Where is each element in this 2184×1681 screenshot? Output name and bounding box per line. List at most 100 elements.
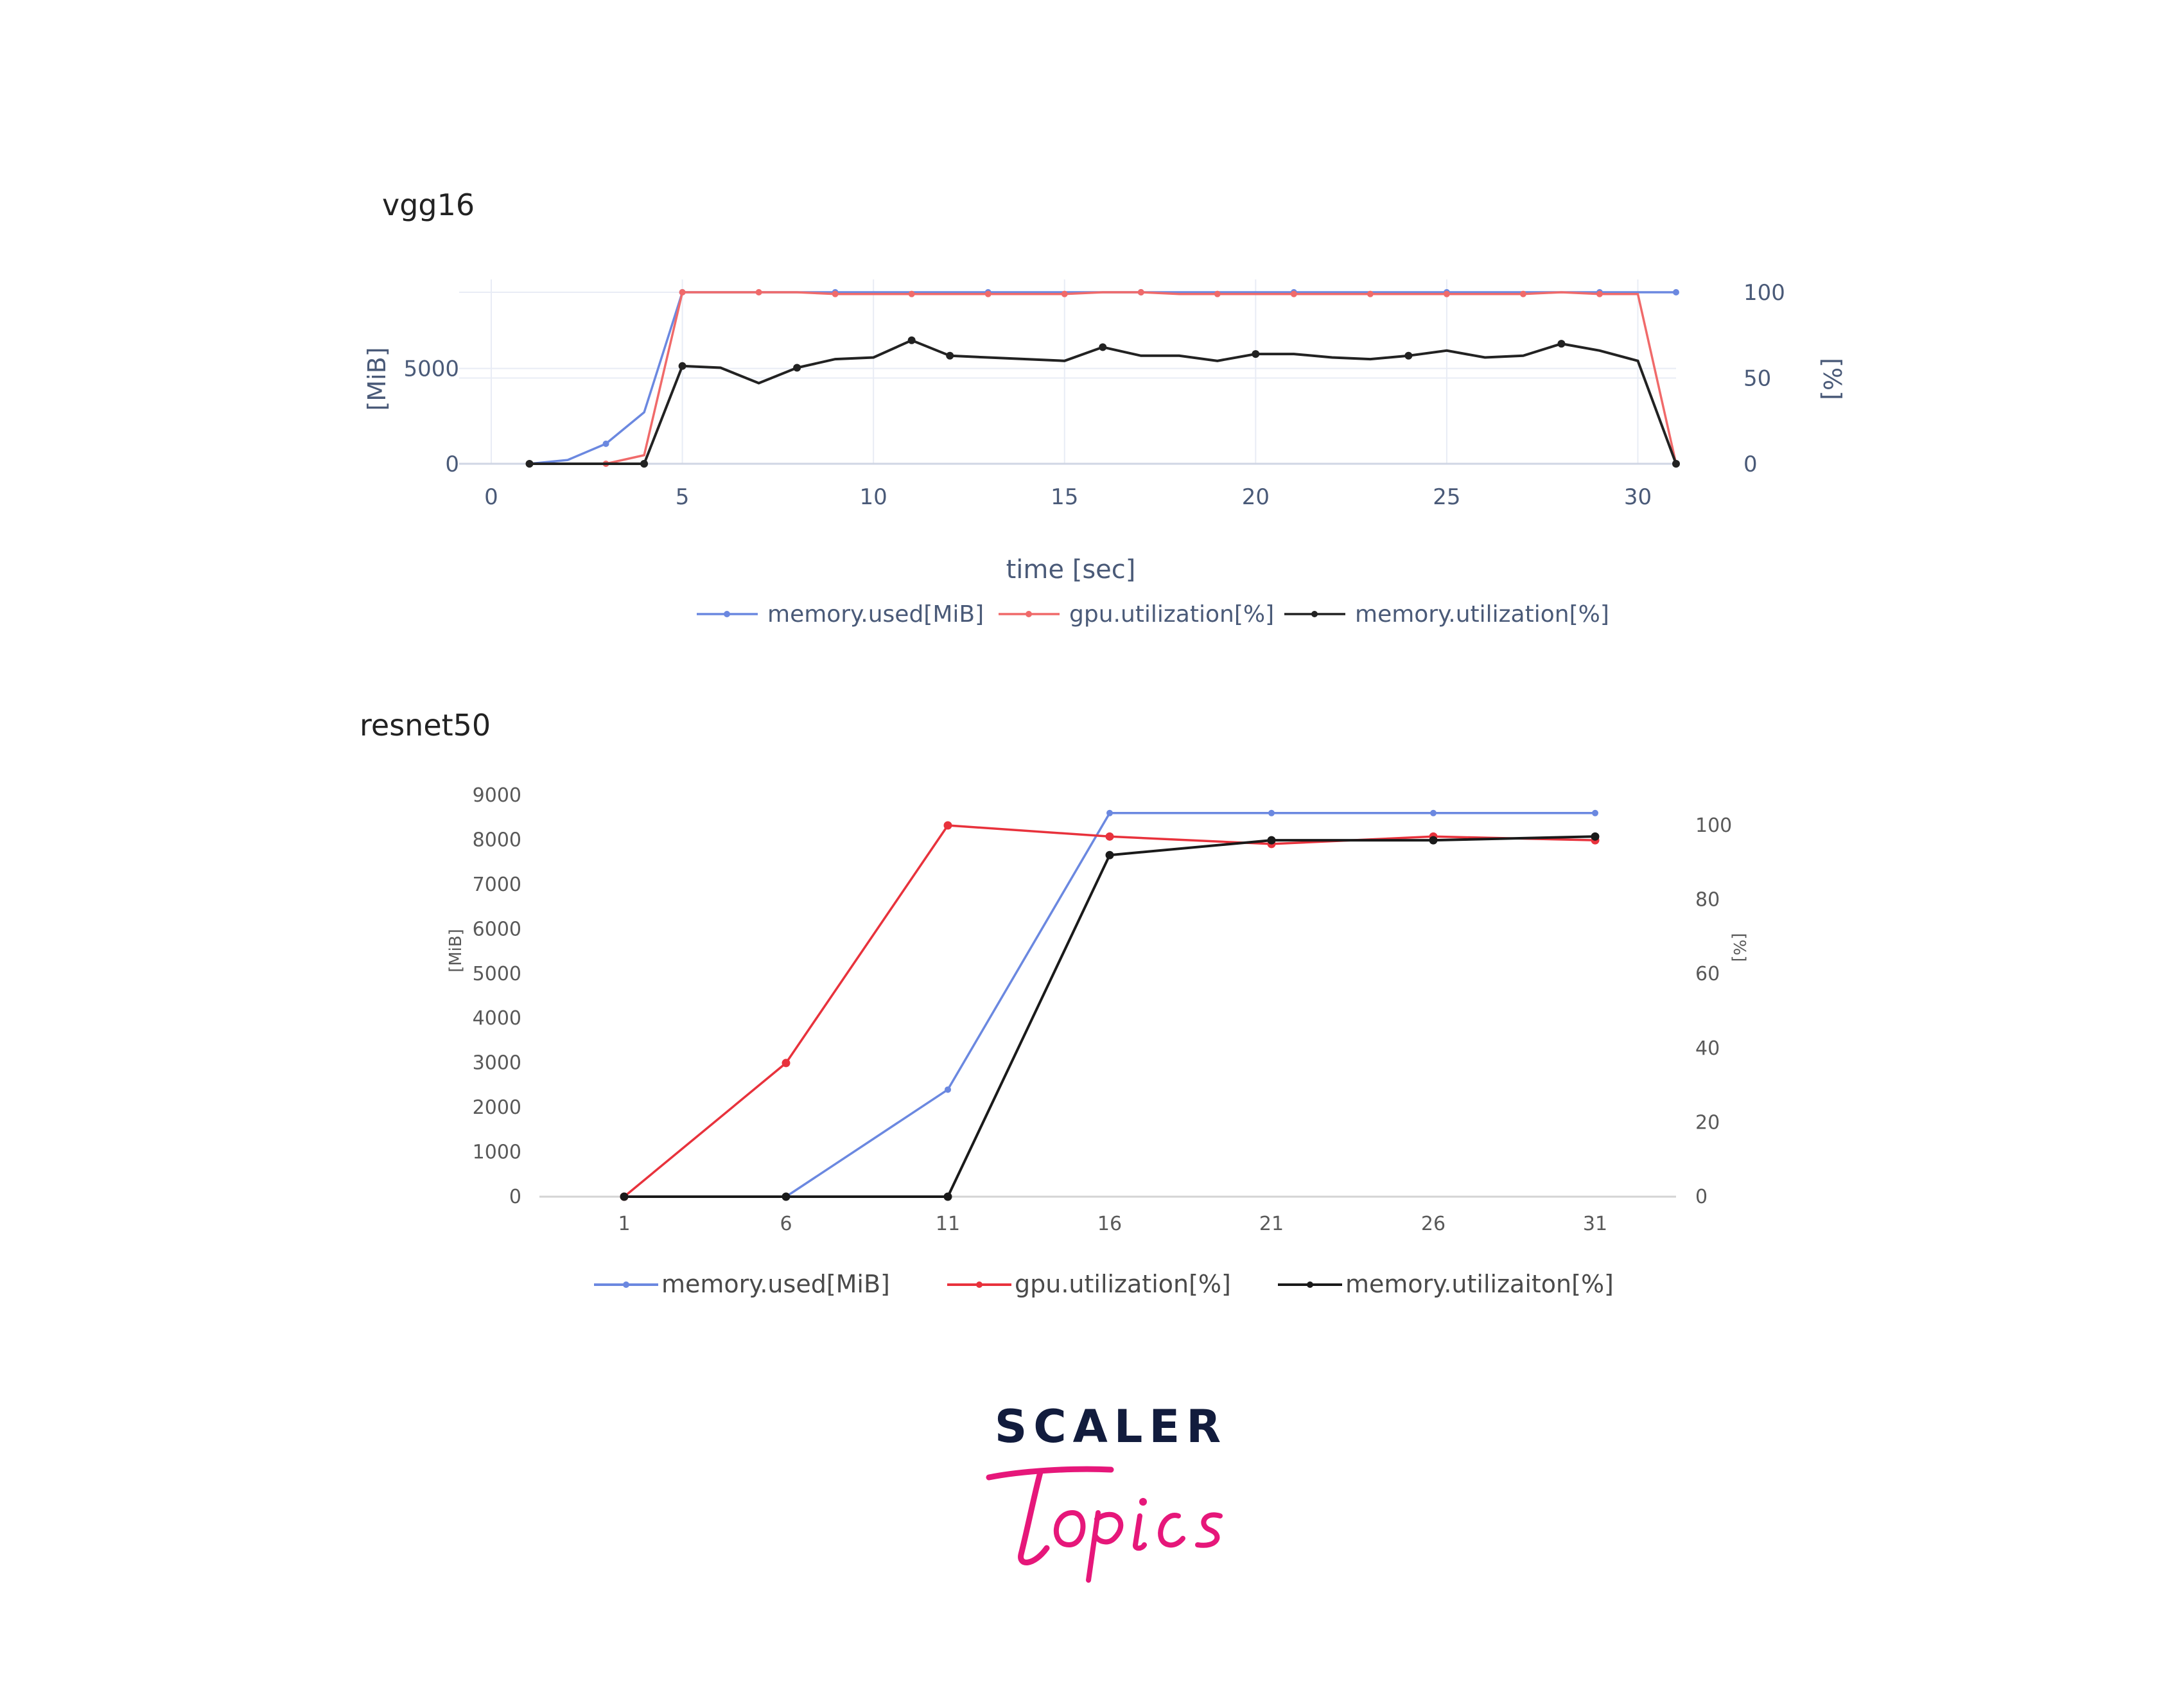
chart2-y-axis-label: [MiB] (446, 929, 466, 973)
chart2-y-tick-label: 6000 (473, 918, 521, 940)
chart1-y2-tick-label: 100 (1743, 280, 1785, 306)
chart2-data-point (945, 1086, 951, 1093)
chart2-series-line (624, 812, 1595, 1198)
chart2-data-point (620, 1192, 629, 1201)
chart2-legend-marker (1307, 1281, 1313, 1288)
chart2-y2-tick-label: 60 (1695, 963, 1720, 985)
chart1-x-tick-label: 15 (1051, 484, 1078, 510)
chart1-x-tick-label: 10 (860, 484, 887, 510)
chart1-data-point (1557, 340, 1566, 348)
chart1-data-point (907, 336, 916, 344)
chart1-data-point (1137, 289, 1144, 295)
chart2-y-tick-label: 3000 (473, 1052, 521, 1075)
logo-topics-script (986, 1466, 1223, 1583)
chart2-legend-label: memory.utilizaiton[%] (1345, 1270, 1614, 1298)
chart2-y2-tick-label: 100 (1695, 814, 1732, 837)
chart1-x-axis-label: time [sec] (1006, 555, 1136, 585)
chart2-y-tick-label: 8000 (473, 829, 521, 851)
chart1-data-point (1252, 350, 1260, 358)
chart1-data-point (679, 289, 686, 295)
chart1-legend-label: gpu.utilization[%] (1069, 601, 1274, 628)
chart1-y2-tick-label: 50 (1743, 366, 1771, 392)
chart1-title: vgg16 (382, 188, 475, 222)
chart1-legend-marker (1026, 611, 1032, 617)
chart1-data-point (984, 290, 992, 297)
chart1-y-tick-label: 5000 (403, 356, 459, 382)
chart2-data-point (943, 1192, 952, 1201)
chart1-data-point (793, 364, 801, 372)
chart1-x-tick-label: 5 (676, 484, 690, 510)
chart2-y2-tick-label: 0 (1695, 1186, 1708, 1208)
chart2-y-tick-label: 2000 (473, 1096, 521, 1119)
chart2-y-tick-label: 9000 (473, 784, 521, 807)
chart2-data-point (1592, 809, 1598, 816)
chart1-x-tick-label: 0 (484, 484, 498, 510)
chart2-legend-marker (623, 1281, 629, 1288)
chart1-data-point (1673, 289, 1679, 295)
chart1-data-point (1519, 290, 1526, 297)
chart1-data-point (640, 460, 649, 468)
chart2-series-line (624, 835, 1596, 1198)
chart1-data-point (832, 290, 839, 297)
chart2-data-point (1268, 809, 1275, 816)
chart1-data-point (1596, 290, 1603, 297)
chart2-data-point (943, 821, 952, 830)
chart2-data-point (782, 1192, 791, 1201)
chart1-data-point (1367, 290, 1374, 297)
chart2-x-tick-label: 31 (1583, 1213, 1607, 1235)
chart2-title: resnet50 (360, 708, 491, 743)
chart1-legend-label: memory.utilization[%] (1355, 601, 1609, 628)
chart1-data-point (755, 289, 762, 295)
chart1-data-point (1214, 290, 1221, 297)
chart2-y2-tick-label: 40 (1695, 1037, 1720, 1060)
chart1-series-line (529, 291, 1677, 465)
chart2-y-tick-label: 7000 (473, 874, 521, 896)
chart2-data-point (782, 1059, 791, 1068)
chart1-y2-tick-label: 0 (1743, 452, 1758, 477)
chart2-y-tick-label: 0 (509, 1186, 521, 1208)
chart2-series-line (623, 824, 1596, 1198)
chart1-y-axis-label: [MiB] (363, 347, 391, 410)
chart2-legend-label: gpu.utilization[%] (1015, 1270, 1231, 1298)
chart1-series-line (529, 339, 1677, 465)
chart2-y-tick-label: 1000 (473, 1141, 521, 1164)
chart2-data-point (1105, 850, 1114, 859)
chart1-data-point (1099, 343, 1107, 351)
chart2-x-tick-label: 16 (1097, 1213, 1122, 1235)
chart1-data-point (1290, 290, 1297, 297)
chart2-x-tick-label: 1 (618, 1213, 630, 1235)
chart2-y2-tick-label: 20 (1695, 1111, 1720, 1134)
chart2-legend-label: memory.used[MiB] (661, 1270, 890, 1298)
chart2-x-tick-label: 26 (1421, 1213, 1446, 1235)
chart1-data-point (1061, 290, 1068, 297)
logo-scaler-text: SCALER (994, 1400, 1228, 1453)
chart1-x-tick-label: 20 (1242, 484, 1270, 510)
chart1-data-point (946, 351, 954, 360)
chart1-legend-marker (724, 611, 730, 617)
chart1-data-point (908, 290, 915, 297)
chart1-data-point (1672, 460, 1680, 468)
chart1-y2-axis-label: [%] (1818, 358, 1846, 400)
chart2-data-point (1430, 809, 1437, 816)
chart1-data-point (1443, 290, 1450, 297)
chart2-x-tick-label: 21 (1259, 1213, 1284, 1235)
chart1-y-tick-label: 0 (445, 452, 459, 477)
chart2-y-tick-label: 5000 (473, 963, 521, 985)
chart1-legend-marker (1311, 611, 1318, 617)
chart2-y2-tick-label: 80 (1695, 889, 1720, 911)
chart2-y-tick-label: 4000 (473, 1007, 521, 1030)
chart1-data-point (525, 460, 534, 468)
chart2-y2-axis-label: [%] (1729, 933, 1749, 962)
chart1-data-point (602, 440, 609, 447)
chart1-data-point (1404, 351, 1413, 360)
chart2-data-point (1267, 836, 1276, 845)
chart2-legend-marker (976, 1281, 983, 1288)
chart2-data-point (1429, 836, 1438, 845)
chart2-data-point (1106, 809, 1113, 816)
chart2-data-point (1105, 832, 1114, 841)
chart1-x-tick-label: 30 (1624, 484, 1652, 510)
chart1-series-line (529, 291, 1676, 465)
chart2-data-point (1591, 832, 1600, 841)
scaler-topics-logo: SCALER (976, 1400, 1246, 1587)
